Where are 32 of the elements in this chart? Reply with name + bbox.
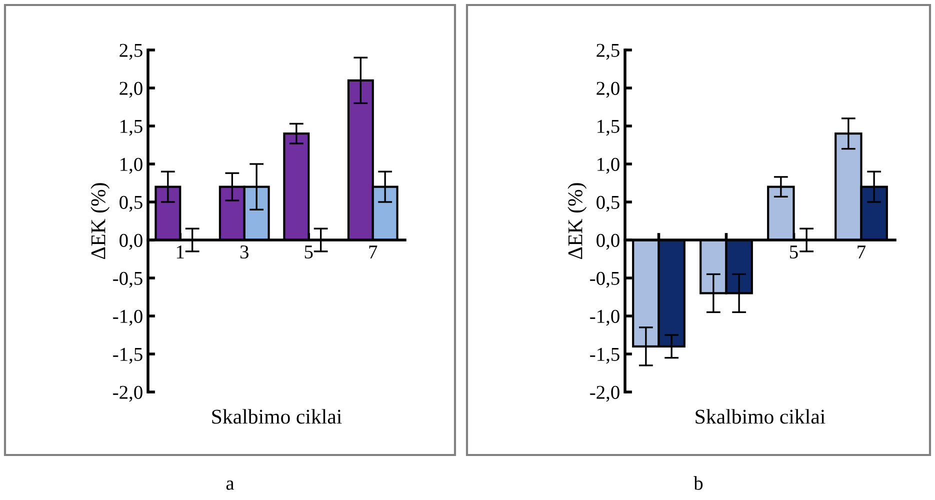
y-tick-label: -1,5 (113, 348, 142, 364)
y-tick-label: 0,0 (120, 234, 142, 250)
text: b (694, 476, 703, 490)
x-tick-label: 7 (369, 246, 378, 258)
y-tick-label: -0,5 (590, 272, 620, 288)
y-tick-label: -1,0 (590, 310, 620, 326)
y-tick-label: -0,5 (113, 272, 142, 288)
x-axis-title: Skalbimo ciklai (212, 409, 342, 424)
y-tick-label: -1,0 (113, 310, 142, 326)
y-tick-label: 1,5 (120, 120, 142, 136)
y-tick-label: 2,5 (596, 44, 620, 60)
x-tick-label: 5 (790, 246, 798, 259)
y-tick-label: 1,0 (598, 158, 620, 174)
x-tick-label: 1 (176, 246, 184, 258)
x-tick-label: 5 (304, 246, 313, 259)
y-tick-label: 1,0 (120, 158, 142, 174)
y-tick-label: 0,0 (596, 234, 620, 250)
y-tick-label: 1,5 (598, 120, 620, 136)
y-axis-title: ΔEK (%) (568, 183, 587, 260)
y-tick-label: 0,5 (120, 196, 142, 212)
x-tick-label: 7 (858, 246, 866, 258)
y-tick-label: 2,5 (120, 44, 142, 60)
y-tick-label: -2,0 (590, 386, 620, 402)
x-axis-title: Skalbimo ciklai (696, 409, 826, 424)
y-tick-label: -2,0 (113, 386, 142, 402)
text: a (226, 480, 234, 490)
y-axis-title: ΔEK (%) (90, 183, 110, 260)
y-tick-label: 0,5 (596, 196, 620, 212)
y-tick-label: -1,5 (590, 348, 620, 364)
x-tick-label: 3 (240, 245, 248, 259)
y-tick-label: 2,0 (120, 82, 142, 98)
y-tick-label: 2,0 (596, 82, 620, 98)
